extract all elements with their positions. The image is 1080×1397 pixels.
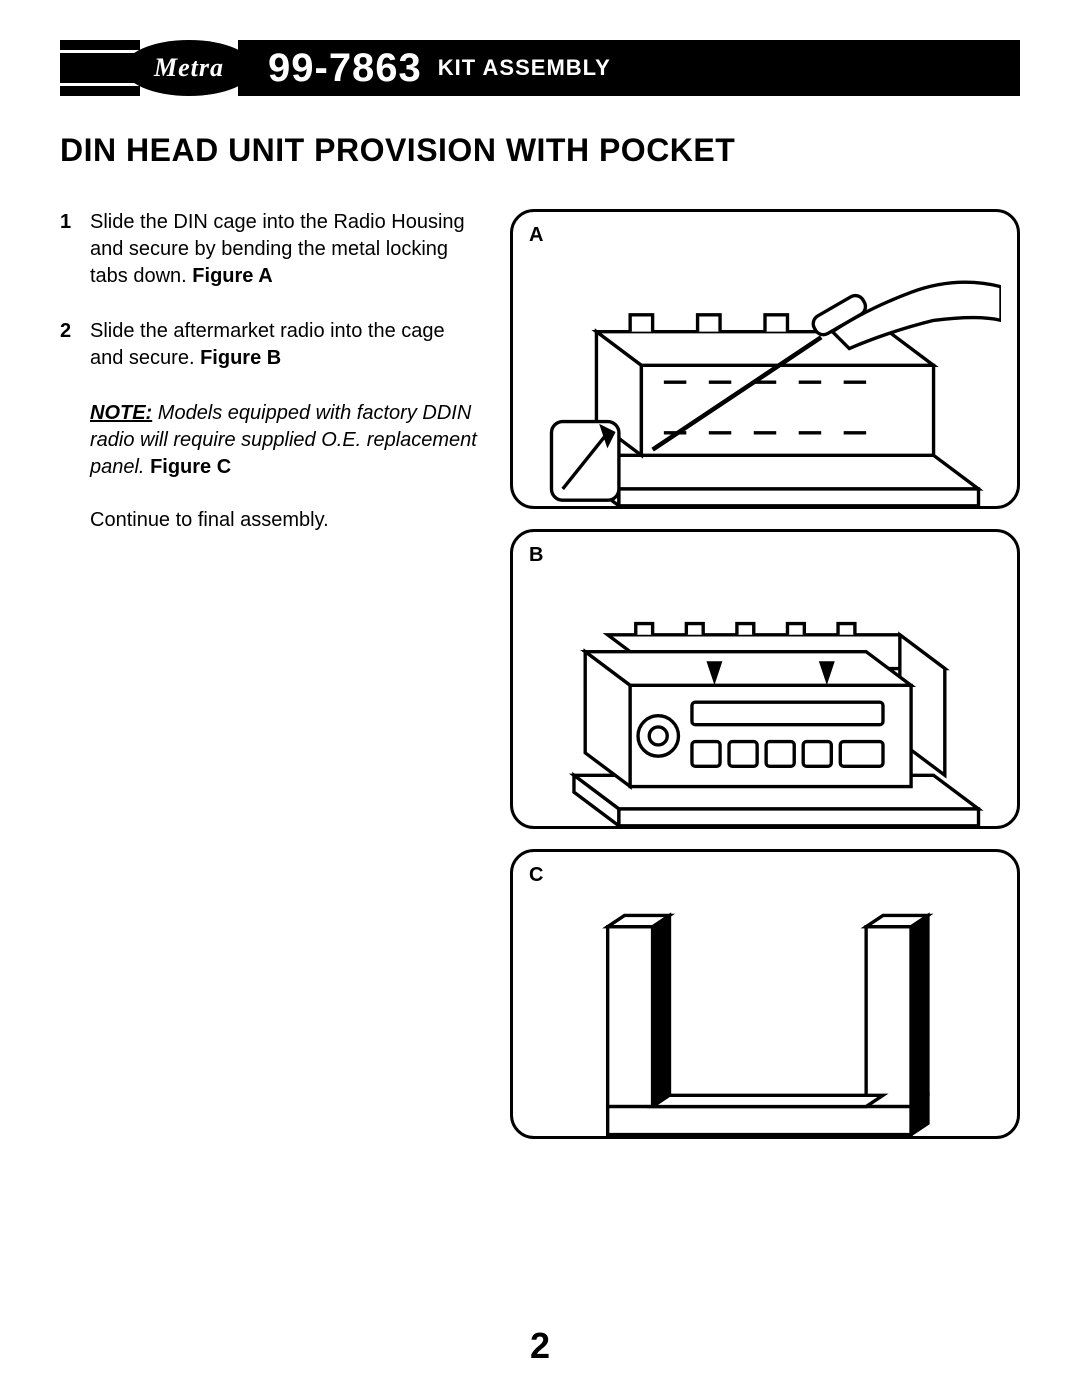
brand-logo-text: Metra bbox=[154, 53, 224, 83]
part-number: 99-7863 bbox=[268, 46, 422, 91]
section-title: DIN HEAD UNIT PROVISION WITH POCKET bbox=[60, 132, 1020, 169]
step-item: 1 Slide the DIN cage into the Radio Hous… bbox=[60, 209, 480, 290]
step-item: 2 Slide the aftermarket radio into the c… bbox=[60, 318, 480, 372]
figures-column: A bbox=[510, 209, 1020, 1139]
step-text: Slide the aftermarket radio into the cag… bbox=[90, 318, 480, 372]
page-number: 2 bbox=[530, 1325, 550, 1367]
figure-reference: Figure B bbox=[200, 347, 281, 369]
figure-b-label: B bbox=[529, 544, 1001, 567]
figure-c-illustration bbox=[529, 893, 1001, 1151]
figure-a-label: A bbox=[529, 224, 1001, 247]
instructions-column: 1 Slide the DIN cage into the Radio Hous… bbox=[60, 209, 480, 1139]
figure-a-box: A bbox=[510, 209, 1020, 509]
figure-b-box: B bbox=[510, 529, 1020, 829]
step-number: 2 bbox=[60, 318, 90, 372]
note-label: NOTE: bbox=[90, 402, 152, 424]
figure-reference: Figure C bbox=[150, 456, 231, 478]
note-block: NOTE: Models equipped with factory DDIN … bbox=[90, 400, 480, 481]
header-title-bar: 99-7863 KIT ASSEMBLY bbox=[238, 40, 1020, 96]
brand-logo: Metra bbox=[124, 40, 254, 96]
step-text: Slide the DIN cage into the Radio Housin… bbox=[90, 209, 480, 290]
content-row: 1 Slide the DIN cage into the Radio Hous… bbox=[60, 209, 1020, 1139]
figure-reference: Figure A bbox=[192, 265, 272, 287]
header-bar: Metra 99-7863 KIT ASSEMBLY bbox=[60, 40, 1020, 96]
figure-c-label: C bbox=[529, 864, 1001, 887]
kit-assembly-label: KIT ASSEMBLY bbox=[438, 55, 611, 81]
figure-a-illustration bbox=[529, 253, 1001, 523]
figure-b-illustration bbox=[529, 573, 1001, 843]
figure-c-box: C bbox=[510, 849, 1020, 1139]
continue-text: Continue to final assembly. bbox=[90, 509, 480, 532]
step-number: 1 bbox=[60, 209, 90, 290]
